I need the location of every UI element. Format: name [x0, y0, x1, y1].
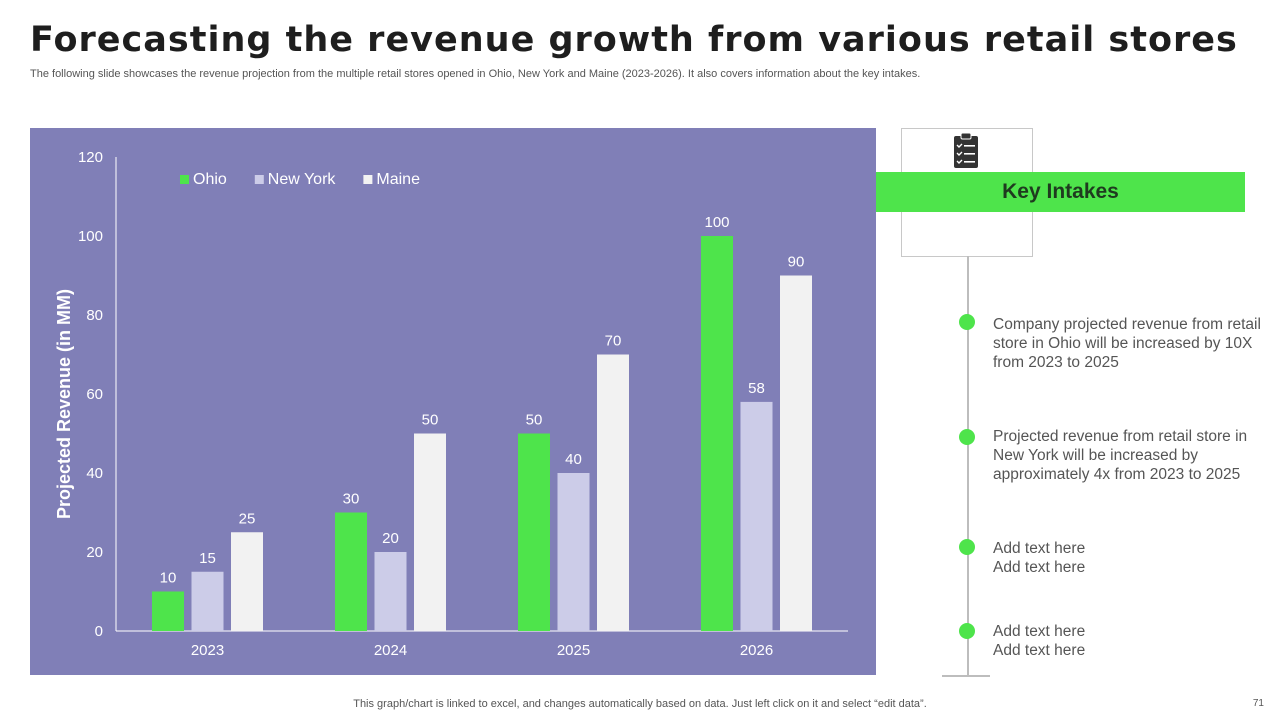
- bar-new-york-2026: [740, 401, 773, 631]
- timeline-dot-2: [959, 429, 975, 445]
- bar-new-york-2025: [557, 473, 590, 631]
- y-tick-label: 80: [86, 307, 103, 324]
- bar-maine-2025: [597, 354, 629, 631]
- legend-swatch-new-york: [254, 175, 264, 184]
- key-intakes-banner: Key Intakes: [876, 172, 1245, 212]
- y-tick-label: 20: [86, 544, 103, 561]
- bar-ohio-2025: [518, 433, 550, 631]
- data-label: 10: [160, 570, 177, 587]
- data-label: 50: [526, 412, 543, 429]
- bar-ohio-2023: [152, 591, 184, 631]
- data-label: 50: [422, 412, 439, 429]
- key-intakes-heading: Key Intakes: [1002, 180, 1119, 203]
- footer-note: This graph/chart is linked to excel, and…: [353, 698, 927, 710]
- legend-swatch-maine: [363, 175, 373, 184]
- y-tick-label: 40: [86, 465, 103, 482]
- bar-ohio-2024: [335, 512, 367, 631]
- data-label: 20: [382, 530, 399, 547]
- y-axis-title: Projected Revenue (in MM): [54, 289, 74, 519]
- legend-label: Maine: [376, 171, 420, 188]
- data-label: 90: [788, 254, 805, 271]
- legend-swatch-ohio: [180, 175, 189, 184]
- bar-new-york-2024: [374, 552, 407, 631]
- page-title: Forecasting the revenue growth from vari…: [30, 20, 1238, 60]
- data-label: 15: [199, 550, 216, 567]
- revenue-bar-chart-svg: 0 20 40 60 80 100 120 Projected Revenue (in MM)…: [54, 149, 848, 659]
- clipboard-checklist-icon: [954, 133, 978, 168]
- x-tick-label: 2025: [557, 642, 590, 659]
- bar-new-york-2023: [191, 571, 224, 631]
- timeline-dot-4: [959, 623, 975, 639]
- timeline-base: [942, 675, 990, 677]
- data-label: 100: [704, 214, 729, 231]
- y-tick-label: 100: [78, 228, 103, 245]
- page-subtitle: The following slide showcases the revenu…: [30, 68, 921, 80]
- timeline-line: [967, 256, 969, 676]
- intake-point-3: Add text here Add text here: [993, 540, 1086, 576]
- legend-label: Ohio: [193, 171, 227, 188]
- x-tick-label: 2024: [374, 642, 407, 659]
- y-tick-label: 120: [78, 149, 103, 166]
- legend-label: New York: [268, 171, 337, 188]
- data-label: 40: [565, 451, 582, 468]
- y-tick-label: 0: [95, 623, 103, 640]
- bar-maine-2026: [780, 275, 812, 631]
- intake-point-4: Add text here Add text here: [993, 623, 1086, 659]
- data-label: 58: [748, 380, 765, 397]
- x-tick-label: 2023: [191, 642, 224, 659]
- intake-point-2: Projected revenue from retail store in N…: [993, 428, 1248, 483]
- timeline-dot-1: [959, 314, 975, 330]
- x-tick-label: 2026: [740, 642, 773, 659]
- intake-point-1: Company projected revenue from retail st…: [993, 316, 1261, 371]
- y-tick-label: 60: [86, 386, 103, 403]
- data-label: 25: [239, 510, 256, 527]
- bar-ohio-2026: [701, 236, 733, 631]
- bar-maine-2023: [231, 532, 263, 631]
- data-label: 70: [605, 333, 622, 350]
- timeline-dot-3: [959, 539, 975, 555]
- page-number: 71: [1252, 698, 1264, 709]
- data-label: 30: [343, 491, 360, 508]
- revenue-chart[interactable]: 0 20 40 60 80 100 120 Projected Revenue (in MM)…: [30, 128, 876, 675]
- bar-maine-2024: [414, 433, 446, 631]
